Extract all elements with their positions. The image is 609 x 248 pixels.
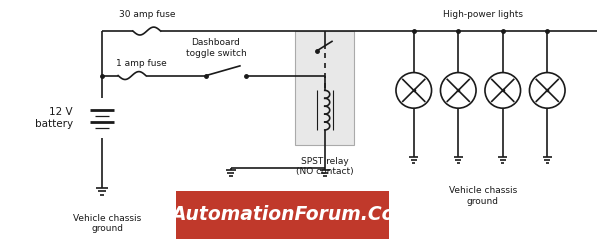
- Text: SPST relay
(NO contact): SPST relay (NO contact): [296, 157, 354, 176]
- Text: 1 amp fuse: 1 amp fuse: [116, 59, 167, 68]
- Text: 12 V
battery: 12 V battery: [35, 107, 72, 129]
- Text: Vehicle chassis
ground: Vehicle chassis ground: [73, 214, 141, 233]
- Text: High-power lights: High-power lights: [443, 10, 523, 19]
- Bar: [295, 31, 354, 145]
- Bar: [177, 191, 389, 239]
- Text: 30 amp fuse: 30 amp fuse: [119, 10, 175, 19]
- Text: Vehicle chassis
ground: Vehicle chassis ground: [449, 186, 517, 206]
- Text: Dashboard
toggle switch: Dashboard toggle switch: [186, 38, 247, 58]
- Text: AutomationForum.Co: AutomationForum.Co: [171, 206, 395, 224]
- Text: Vehicle chassis
ground: Vehicle chassis ground: [197, 199, 265, 218]
